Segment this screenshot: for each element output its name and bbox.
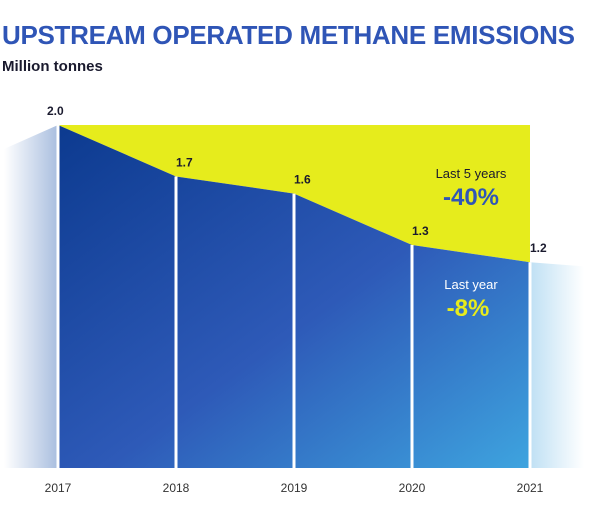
value-labels: 2.0 1.7 1.6 1.3 1.2: [47, 104, 547, 255]
value-label-2017: 2.0: [47, 104, 64, 118]
unit-subtitle: Million tonnes: [2, 58, 103, 75]
value-label-2019: 1.6: [294, 173, 311, 187]
five-year-change: -40%: [443, 184, 499, 211]
value-label-2018: 1.7: [176, 155, 193, 169]
last-year-change: -8%: [447, 295, 490, 322]
value-label-2021: 1.2: [530, 241, 547, 255]
year-dividers: [56, 125, 532, 468]
five-year-label: Last 5 years: [436, 166, 507, 181]
tick-label-2019: 2019: [281, 481, 308, 495]
tick-label-2021: 2021: [517, 481, 544, 495]
left-fade-area: [4, 125, 58, 468]
tick-label-2020: 2020: [399, 481, 426, 495]
right-fade-area: [530, 262, 584, 468]
last-year-label: Last year: [444, 277, 498, 292]
chart-title: UPSTREAM OPERATED METHANE EMISSIONS: [2, 20, 575, 50]
tick-label-2017: 2017: [45, 481, 72, 495]
value-label-2020: 1.3: [412, 224, 429, 238]
x-axis-tick-labels: 2017 2018 2019 2020 2021: [45, 481, 544, 495]
tick-label-2018: 2018: [163, 481, 190, 495]
